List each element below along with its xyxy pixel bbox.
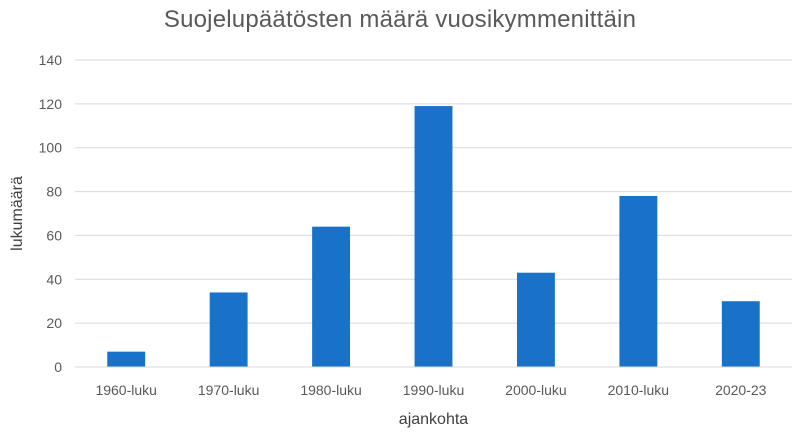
x-axis-title: ajankohta — [399, 411, 468, 428]
y-tick-label: 0 — [54, 359, 62, 375]
y-tick-label: 120 — [39, 96, 63, 112]
x-tick-label: 1980-luku — [300, 382, 362, 398]
bar-1990-luku — [414, 106, 453, 368]
bar-1970-luku — [209, 292, 248, 367]
y-tick-label: 100 — [39, 140, 63, 156]
y-tick-label: 60 — [46, 227, 62, 243]
bar-1980-luku — [312, 226, 351, 367]
chart-title: Suojelupäätösten määrä vuosikymmenittäin — [163, 6, 637, 33]
bars — [107, 106, 760, 368]
bar-2010-luku — [619, 195, 658, 367]
x-tick-label: 2000-luku — [505, 382, 567, 398]
y-axis-ticks: 0 20 40 60 80 100 120 140 — [39, 52, 63, 375]
x-tick-label: 2020-23 — [715, 382, 767, 398]
bar-1960-luku — [107, 351, 146, 367]
x-tick-label: 2010-luku — [608, 382, 670, 398]
x-tick-label: 1960-luku — [95, 382, 157, 398]
x-axis-ticks: 1960-luku 1970-luku 1980-luku 1990-luku 2000… — [95, 382, 766, 398]
bar-2000-luku — [516, 272, 555, 367]
x-tick-label: 1990-luku — [403, 382, 465, 398]
y-tick-label: 140 — [39, 52, 63, 68]
y-tick-label: 20 — [46, 315, 62, 331]
y-axis-title: lukumäärä — [9, 176, 26, 251]
bar-2020-23 — [721, 301, 760, 367]
y-tick-label: 80 — [46, 184, 62, 200]
x-tick-label: 1970-luku — [198, 382, 260, 398]
y-tick-label: 40 — [46, 271, 62, 287]
